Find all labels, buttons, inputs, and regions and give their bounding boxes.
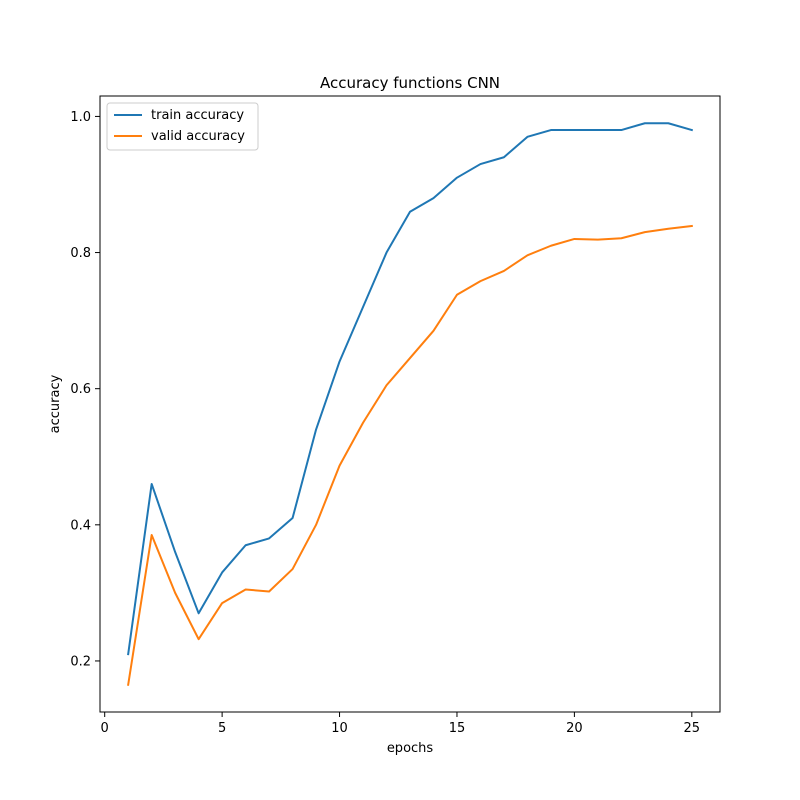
y-tick-label: 0.2 [70,654,91,669]
legend-label-valid-accuracy: valid accuracy [151,129,245,144]
legend: train accuracy valid accuracy [106,102,259,151]
legend-box [106,102,259,151]
x-axis-label: epochs [387,741,434,756]
y-tick-label: 1.0 [70,110,91,125]
x-tick-label: 5 [218,721,226,736]
chart-title: Accuracy functions CNN [320,74,500,92]
y-tick-label: 0.8 [70,246,91,261]
x-tick-label: 0 [101,721,109,736]
y-tick-label: 0.6 [70,382,91,397]
plot-marks [127,122,694,686]
x-tick-label: 10 [331,721,348,736]
legend-label-train-accuracy: train accuracy [151,108,244,123]
y-axis-label: accuracy [48,374,63,433]
series-line-valid-accuracy [127,224,693,686]
x-tick-label: 15 [449,721,466,736]
x-tick-label: 20 [566,721,583,736]
series-line-train-accuracy [127,122,694,656]
y-tick-label: 0.4 [70,518,91,533]
axis-ticks: 0 5 10 15 20 25 0.2 0.4 0.6 0.8 1.0 [70,110,700,736]
x-tick-label: 25 [684,721,701,736]
plot-area-frame [99,95,721,713]
